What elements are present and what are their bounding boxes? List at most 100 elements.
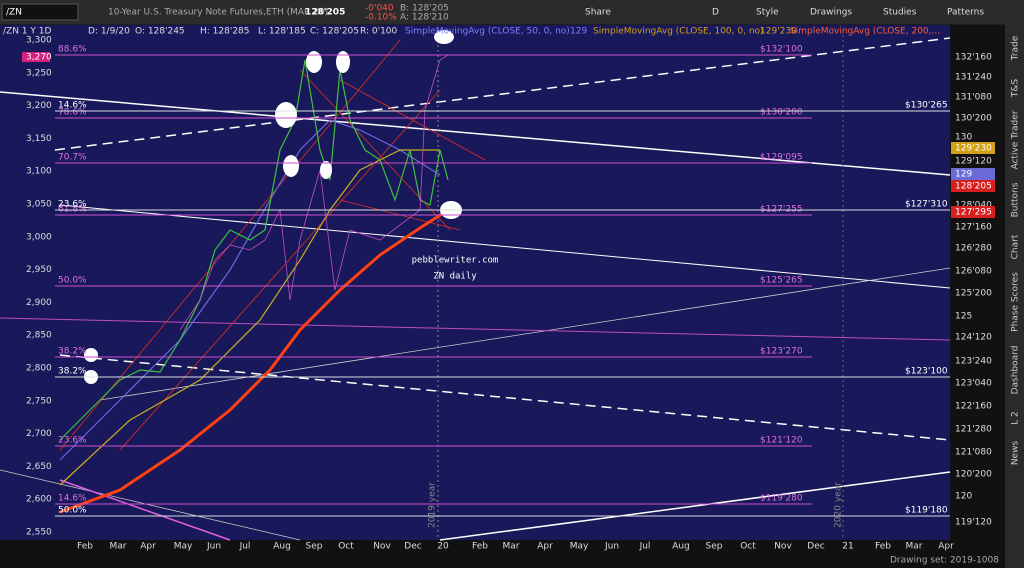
left-tick: 2,750 (26, 396, 52, 406)
sidebar-tab[interactable]: Chart (1011, 234, 1021, 259)
sidebar-tab[interactable]: Dashboard (1011, 346, 1021, 395)
toolbar-button[interactable]: Drawings (810, 8, 852, 18)
left-marker: 3,270 (26, 53, 52, 63)
trendline (54, 37, 951, 151)
oscillator (179, 54, 449, 331)
toolbar-button[interactable]: Patterns (947, 8, 984, 18)
price-marker-bg (951, 168, 995, 180)
level-pct: 50.0% (58, 506, 87, 516)
ohlc: H: 128'285 (200, 27, 250, 37)
level-price: $127'310 (905, 200, 948, 210)
description: 10-Year U.S. Treasury Note Futures,ETH (… (108, 8, 328, 18)
sidebar-tab[interactable]: Active Trader (1011, 110, 1021, 169)
left-tick: 3,300 (26, 36, 52, 46)
right-tick: 128'040 (955, 201, 992, 211)
marker (336, 51, 350, 73)
right-tick: 129'120 (955, 157, 992, 167)
x-tick: Dec (404, 542, 421, 552)
right-tick: 130'200 (955, 114, 992, 124)
fib-price: $129'095 (760, 153, 803, 163)
fib-pct: 50.0% (58, 276, 87, 286)
plot-area (0, 25, 950, 540)
x-tick: Aug (273, 542, 291, 552)
annotation: pebblewriter.com (412, 256, 499, 266)
level-price: $130'265 (905, 101, 948, 111)
sidebar-tab[interactable]: Trade (1011, 35, 1021, 61)
ohlc: D: 1/9/20 (88, 27, 130, 37)
x-tick: Apr (938, 542, 954, 552)
last-price: 128'205 (305, 8, 345, 18)
trendline (0, 91, 951, 176)
x-tick: Feb (472, 542, 488, 552)
study: SimpleMovingAvg (CLOSE, 200,... (790, 27, 940, 37)
level-pct: 14.6% (58, 101, 87, 111)
right-tick: 125'200 (955, 289, 992, 299)
left-tick: 2,950 (26, 265, 52, 275)
sidebar-tab[interactable]: L 2 (1011, 411, 1021, 425)
study: SimpleMovingAvg (CLOSE, 100, 0, no) (593, 27, 764, 37)
left-tick: 2,700 (26, 429, 52, 439)
toolbar-button[interactable]: D (712, 8, 719, 18)
level-price: $119'180 (905, 506, 948, 516)
x-tick: Sep (706, 542, 723, 552)
sidebar (1005, 0, 1024, 568)
right-tick: 126'280 (955, 244, 992, 254)
left-marker-bg (22, 52, 50, 62)
fib-price: $125'265 (760, 276, 803, 286)
marker (320, 161, 332, 179)
right-tick: 121'080 (955, 448, 992, 458)
sidebar-tab[interactable]: Phase Scores (1011, 272, 1021, 332)
x-tick: Oct (338, 542, 354, 552)
study: SimpleMovingAvg (CLOSE, 50, 0, no) (405, 27, 570, 37)
fib-pct: 78.6% (58, 108, 87, 118)
left-tick: 2,600 (26, 495, 52, 505)
right-tick: 127'160 (955, 223, 992, 233)
right-tick: 126'080 (955, 267, 992, 277)
x-tick: Jun (206, 542, 221, 552)
trendline (99, 267, 951, 401)
left-tick: 3,050 (26, 200, 52, 210)
annotation: ZN daily (433, 272, 477, 282)
level-price: $123'100 (905, 367, 948, 377)
x-tick: Jul (239, 542, 251, 552)
sma-100 (59, 149, 440, 486)
change: -0'040 (365, 4, 394, 14)
ohlc: O: 128'245 (135, 27, 185, 37)
sidebar-tab[interactable]: T&S (1011, 79, 1021, 99)
left-tick: 3,150 (26, 134, 52, 144)
x-tick: Mar (503, 542, 520, 552)
marker (275, 102, 297, 128)
marker (283, 155, 299, 177)
toolbar-button[interactable]: Style (756, 8, 779, 18)
left-tick: 3,200 (26, 101, 52, 111)
toolbar (0, 0, 1005, 24)
x-tick: Nov (373, 542, 391, 552)
right-tick: 125 (955, 312, 972, 322)
right-tick: 132'160 (955, 53, 992, 63)
status: Drawing set: 2019-1008 (890, 556, 999, 566)
right-tick: 123'240 (955, 357, 992, 367)
price-marker: 129'230 (955, 144, 992, 154)
x-tick: Mar (906, 542, 923, 552)
toolbar-button[interactable]: Studies (883, 8, 917, 18)
symbol-box[interactable] (1, 3, 79, 21)
x-tick: Mar (110, 542, 127, 552)
toolbar-button[interactable]: Share (585, 8, 611, 18)
right-tick: 120 (955, 492, 972, 502)
left-tick: 2,550 (26, 528, 52, 538)
fib-pct: 14.6% (58, 494, 87, 504)
right-tick: 121'280 (955, 425, 992, 435)
time-axis (0, 540, 1005, 568)
fib-price: $132'100 (760, 45, 803, 55)
ohlc: /ZN 1 Y 1D (3, 27, 51, 37)
level-pct: 38.2% (58, 367, 87, 377)
level-pct: 23.6% (58, 200, 87, 210)
x-tick: 21 (842, 542, 853, 552)
marker (84, 348, 98, 362)
sidebar-tab[interactable]: News (1011, 441, 1021, 466)
sidebar-tab[interactable]: Buttons (1011, 182, 1021, 217)
bid: B: 128'205 (400, 4, 449, 14)
right-tick: 120'200 (955, 470, 992, 480)
channel (339, 79, 486, 161)
trendline (59, 204, 951, 289)
